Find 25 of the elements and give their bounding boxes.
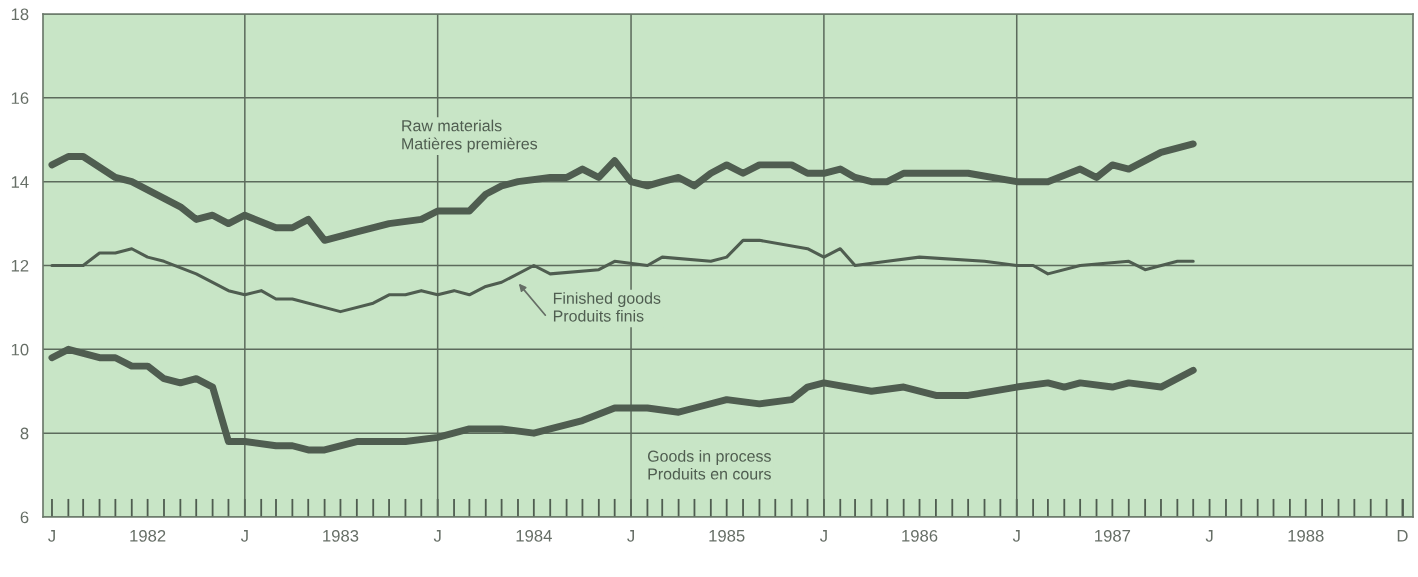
series-label: Finished goods Produits finis [553,292,661,322]
x-tick-label: 1983 [323,529,359,542]
x-tick-label: J [1012,530,1020,542]
series-label: Raw materials Matières premières [402,119,538,153]
x-tick-label: 1988 [1288,529,1324,542]
x-tick-label: 1987 [1095,529,1131,542]
x-tick-label: J [433,530,441,542]
x-tick-label: J [819,530,827,542]
text: Goods in process Produits en cours [647,450,771,480]
x-tick-label: D [1397,530,1408,542]
y-tick-label: 10 [11,343,29,356]
y-tick-label: 12 [11,259,29,272]
x-tick-label: 1982 [130,529,166,542]
x-tick-label: J [627,530,634,542]
y-tick-label: 18 [11,8,29,21]
x-tick-label: J [240,530,248,542]
x-tick-label: 1985 [709,529,745,542]
x-tick-label: J [1205,530,1213,542]
y-tick-label: 6 [20,511,29,524]
y-tick-label: 16 [11,92,29,105]
x-tick-label: J [48,530,55,542]
y-tick-label: 8 [20,427,29,440]
x-tick-label: 1986 [902,529,938,542]
y-tick-label: 14 [11,176,29,188]
x-tick-label: 1984 [516,529,552,542]
